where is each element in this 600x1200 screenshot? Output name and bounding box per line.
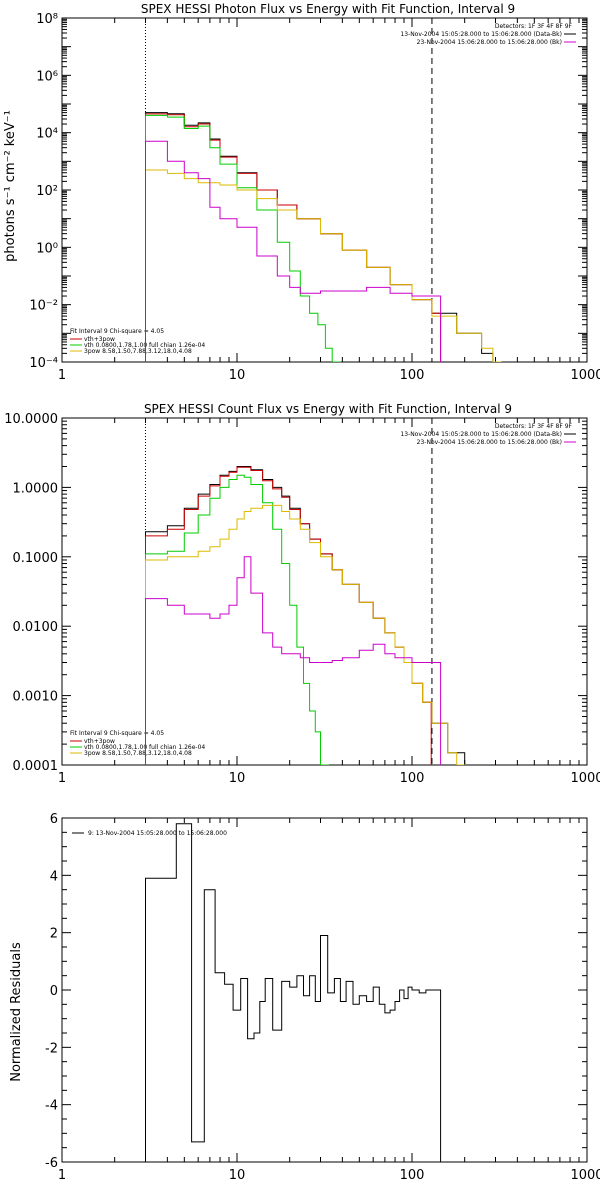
residuals-y-tick-label: 0: [50, 984, 58, 999]
residuals-x-tick-label: 100: [400, 1168, 425, 1183]
residuals-x-tick-label: 1: [58, 1168, 66, 1183]
photon-flux-y-tick-label: 10⁻⁴: [29, 356, 58, 371]
residuals-y-tick-label: -6: [45, 1156, 58, 1171]
residuals-x-tick-label: 10: [229, 1168, 246, 1183]
photon-flux-y-tick-label: 10⁴: [36, 127, 58, 142]
residuals-y-tick-label: 2: [50, 927, 58, 942]
residuals-frame: [61, 817, 588, 1163]
count-flux-series-3pow: [145, 504, 466, 765]
count-flux-y-tick-label: 0.0010: [13, 690, 59, 705]
count-flux-panel: SPEX HESSI Count Flux vs Energy with Fit…: [4, 402, 600, 786]
count-flux-frame: [61, 417, 588, 766]
residuals-series-group: [145, 823, 442, 1162]
photon-flux-y-tick-label: 10⁻²: [29, 299, 58, 314]
count-flux-fit-item-3: 3pow 8.58,1.50,7.88,3.12,18.0,4.08: [84, 750, 192, 757]
count-flux-y-tick-label: 0.1000: [13, 551, 59, 566]
count-flux-y-tick-label: 0.0001: [13, 759, 59, 774]
photon-flux-title: SPEX HESSI Photon Flux vs Energy with Fi…: [141, 2, 515, 16]
photon-flux-x-tick-label: 1: [58, 368, 66, 383]
photon-flux-data-interval: 13-Nov-2004 15:05:28.000 to 15:06:28.000…: [400, 31, 562, 38]
photon-flux-ylabel: photons s⁻¹ cm⁻² keV⁻¹: [3, 110, 18, 262]
photon-flux-fit-item-3: 3pow 8.58,1.50,7.88,3.12,18.0,4.08: [84, 348, 192, 355]
count-flux-series-data: [145, 556, 442, 765]
count-flux-x-tick-label: 1: [58, 771, 66, 786]
photon-flux-y-tick-label: 10²: [36, 184, 58, 199]
count-flux-fit-title: Fit Interval 9 Chi-square = 4.05: [70, 730, 164, 737]
photon-flux-series-vth-3pow: [145, 113, 442, 362]
photon-flux-fit-item-2: vth 0.0800,1.78,1.00 full chian 1.26e-04: [84, 342, 205, 349]
photon-flux-y-tick-label: 10⁰: [36, 241, 58, 256]
photon-flux-bk-interval: 23-Nov-2004 15:06:28.000 to 15:06:28.000…: [417, 39, 562, 46]
count-flux-y-tick-label: 10.0000: [4, 412, 58, 427]
count-flux-y-tick-label: 1.0000: [13, 481, 59, 496]
count-flux-fit-item-1: vth+3pow: [84, 738, 115, 745]
residuals-series-residuals: [145, 823, 442, 1162]
count-flux-title: SPEX HESSI Count Flux vs Energy with Fit…: [144, 402, 512, 416]
count-flux-series-vth: [145, 474, 330, 765]
photon-flux-series-3pow: [145, 169, 502, 362]
photon-flux-series-group: [145, 112, 502, 362]
residuals-y-tick-label: 4: [50, 869, 58, 884]
photon-flux-frame: [61, 17, 588, 363]
photon-flux-fit-item-1: vth+3pow: [84, 336, 115, 343]
residuals-x-tick-label: 1000: [570, 1168, 600, 1183]
count-flux-series-group: [145, 466, 474, 765]
count-flux-fit-item-2: vth 0.0800,1.78,1.00 full chian 1.26e-04: [84, 744, 205, 751]
photon-flux-fit-title: Fit Interval 9 Chi-square = 4.05: [70, 328, 164, 335]
photon-flux-y-tick-label: 10⁶: [36, 69, 58, 84]
count-flux-x-tick-label: 10: [229, 771, 246, 786]
count-flux-data-interval: 13-Nov-2004 15:05:28.000 to 15:06:28.000…: [400, 431, 562, 438]
photon-flux-detectors: Detectors: 1F 3F 4F 8F 9F: [495, 23, 573, 30]
photon-flux-x-tick-label: 10: [229, 368, 246, 383]
photon-flux-series-data: [145, 140, 442, 362]
residuals-y-tick-label: -2: [45, 1041, 58, 1056]
count-flux-series-total: [145, 466, 474, 765]
count-flux-bk-interval: 23-Nov-2004 15:06:28.000 to 15:06:28.000…: [417, 439, 562, 446]
count-flux-x-tick-label: 1000: [570, 771, 600, 786]
count-flux-y-tick-label: 0.0100: [13, 620, 59, 635]
photon-flux-x-tick-label: 100: [400, 368, 425, 383]
photon-flux-y-tick-label: 10⁸: [36, 12, 58, 27]
photon-flux-series-vth: [145, 114, 341, 362]
photon-flux-panel: SPEX HESSI Photon Flux vs Energy with Fi…: [3, 2, 600, 383]
photon-flux-x-tick-label: 1000: [570, 368, 600, 383]
residuals-ylabel: Normalized Residuals: [9, 942, 24, 1082]
residuals-y-tick-label: -4: [45, 1099, 58, 1114]
residuals-legend: 9: 13-Nov-2004 15:05:28.000 to 15:06:28.…: [88, 830, 227, 837]
count-flux-detectors: Detectors: 1F 3F 4F 8F 9F: [495, 423, 573, 430]
residuals-panel: 9: 13-Nov-2004 15:05:28.000 to 15:06:28.…: [9, 812, 600, 1183]
count-flux-x-tick-label: 100: [400, 771, 425, 786]
residuals-y-tick-label: 6: [50, 812, 58, 827]
